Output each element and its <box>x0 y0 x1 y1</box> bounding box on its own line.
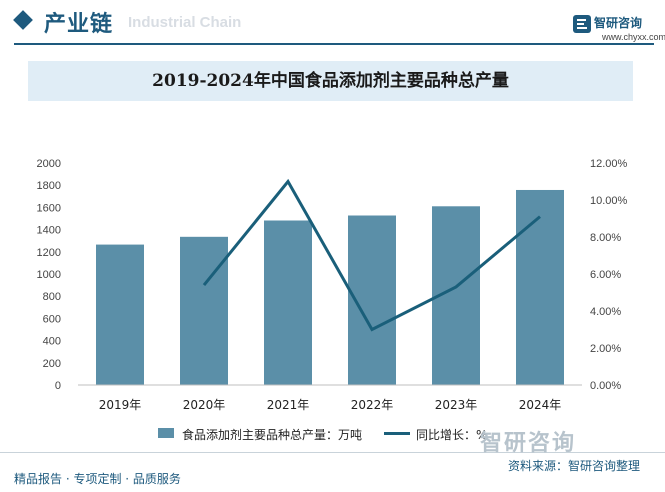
y-tick-label-left: 400 <box>43 336 61 348</box>
y-tick-label-right: 4.00% <box>590 306 621 318</box>
y-tick-label-left: 1400 <box>37 225 61 237</box>
y-tick-label-right: 10.00% <box>590 195 628 207</box>
y-tick-label-left: 1800 <box>37 180 61 192</box>
legend-swatch-bar <box>158 428 174 438</box>
legend-label-production: 食品添加剂主要品种总产量：万吨 <box>182 428 363 442</box>
y-tick-label-left: 1600 <box>37 202 61 214</box>
y-tick-label-right: 6.00% <box>590 269 621 281</box>
legend-label-growth: 同比增长：% <box>416 428 488 442</box>
logo-name: 智研咨询 <box>594 16 643 30</box>
y-axis-right: 0.00% 2.00% 4.00% 6.00% 8.00% 10.00% 12.00% <box>590 158 628 392</box>
chart-legend: 食品添加剂主要品种总产量：万吨 同比增长：% <box>158 426 538 442</box>
x-tick-label: 2020年 <box>183 398 226 412</box>
data-source: 资料来源：智研咨询整理 <box>508 459 641 473</box>
chart-title-box: 2019-2024年中国食品添加剂主要品种总产量 <box>28 61 633 101</box>
x-tick-label: 2023年 <box>435 398 478 412</box>
brand-logo[interactable]: 智研咨询 www.chyxx.com <box>572 14 665 44</box>
footer-divider <box>0 452 665 453</box>
y-tick-label-left: 800 <box>43 291 61 303</box>
y-tick-label-right: 8.00% <box>590 232 621 244</box>
chart-title: 2019-2024年中国食品添加剂主要品种总产量 <box>152 71 509 91</box>
x-axis: 2019年 2020年 2021年 2022年 2023年 2024年 <box>99 398 562 412</box>
logo-url[interactable]: www.chyxx.com <box>602 32 665 42</box>
footer-tagline: 精品报告 · 专项定制 · 品质服务 <box>14 472 181 486</box>
x-tick-label: 2022年 <box>351 398 394 412</box>
legend-swatch-line <box>384 432 410 435</box>
y-tick-label-left: 200 <box>43 358 61 370</box>
logo-icon <box>573 15 591 33</box>
y-tick-label-left: 1000 <box>37 269 61 281</box>
bar <box>516 189 564 385</box>
bar <box>264 220 312 385</box>
y-tick-label-left: 600 <box>43 313 61 325</box>
x-tick-label: 2021年 <box>267 398 310 412</box>
x-tick-label: 2019年 <box>99 398 142 412</box>
bar-series <box>96 189 564 385</box>
growth-line <box>202 178 541 332</box>
bar <box>180 236 228 385</box>
y-tick-label-right: 0.00% <box>590 380 621 392</box>
bar <box>96 244 144 385</box>
header-watermark: Industrial Chain <box>128 14 242 31</box>
y-tick-label-left: 0 <box>55 380 61 392</box>
header-divider <box>14 43 654 45</box>
footer-brand-watermark: 智研咨询 <box>480 431 577 456</box>
y-tick-label-right: 12.00% <box>590 158 628 170</box>
y-tick-label-right: 2.00% <box>590 343 621 355</box>
page-header: 产业链 Industrial Chain 智研咨询 www.chyxx.com <box>0 0 665 46</box>
y-tick-label-left: 1200 <box>37 247 61 259</box>
page-title: 产业链 <box>44 12 114 37</box>
y-axis-left: 0 200 400 600 800 1000 1200 1400 1600 1800 2000 <box>37 158 61 392</box>
y-tick-label-left: 2000 <box>37 158 61 170</box>
x-tick-label: 2024年 <box>519 398 562 412</box>
